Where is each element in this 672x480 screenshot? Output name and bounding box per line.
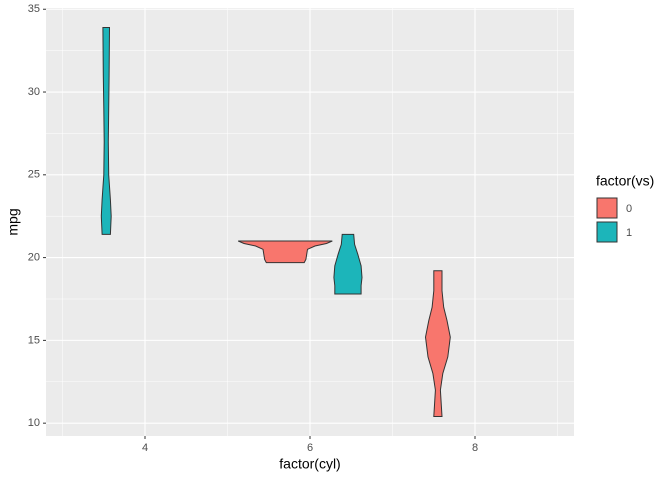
legend-key <box>596 197 618 219</box>
legend-label: 1 <box>626 227 632 239</box>
x-tick-label: 4 <box>142 442 148 454</box>
violin <box>100 27 112 235</box>
y-tick-label: 20 <box>28 252 40 264</box>
x-tick-label: 6 <box>307 442 313 454</box>
y-tick-label: 25 <box>28 169 40 181</box>
violin <box>424 270 451 417</box>
y-tick-label: 30 <box>28 86 40 98</box>
y-tick-label: 15 <box>28 334 40 346</box>
legend-title: factor(vs) <box>596 173 654 189</box>
legend-key <box>596 221 618 243</box>
y-tick-label: 10 <box>28 417 40 429</box>
legend-label: 0 <box>626 203 632 215</box>
violins <box>100 27 451 417</box>
x-tick-label: 8 <box>472 442 478 454</box>
violin <box>238 240 333 264</box>
x-axis-label: factor(cyl) <box>279 456 340 472</box>
violin <box>333 233 363 295</box>
y-axis-label: mpg <box>5 208 21 235</box>
grid <box>46 8 574 436</box>
y-tick-label: 35 <box>28 3 40 15</box>
